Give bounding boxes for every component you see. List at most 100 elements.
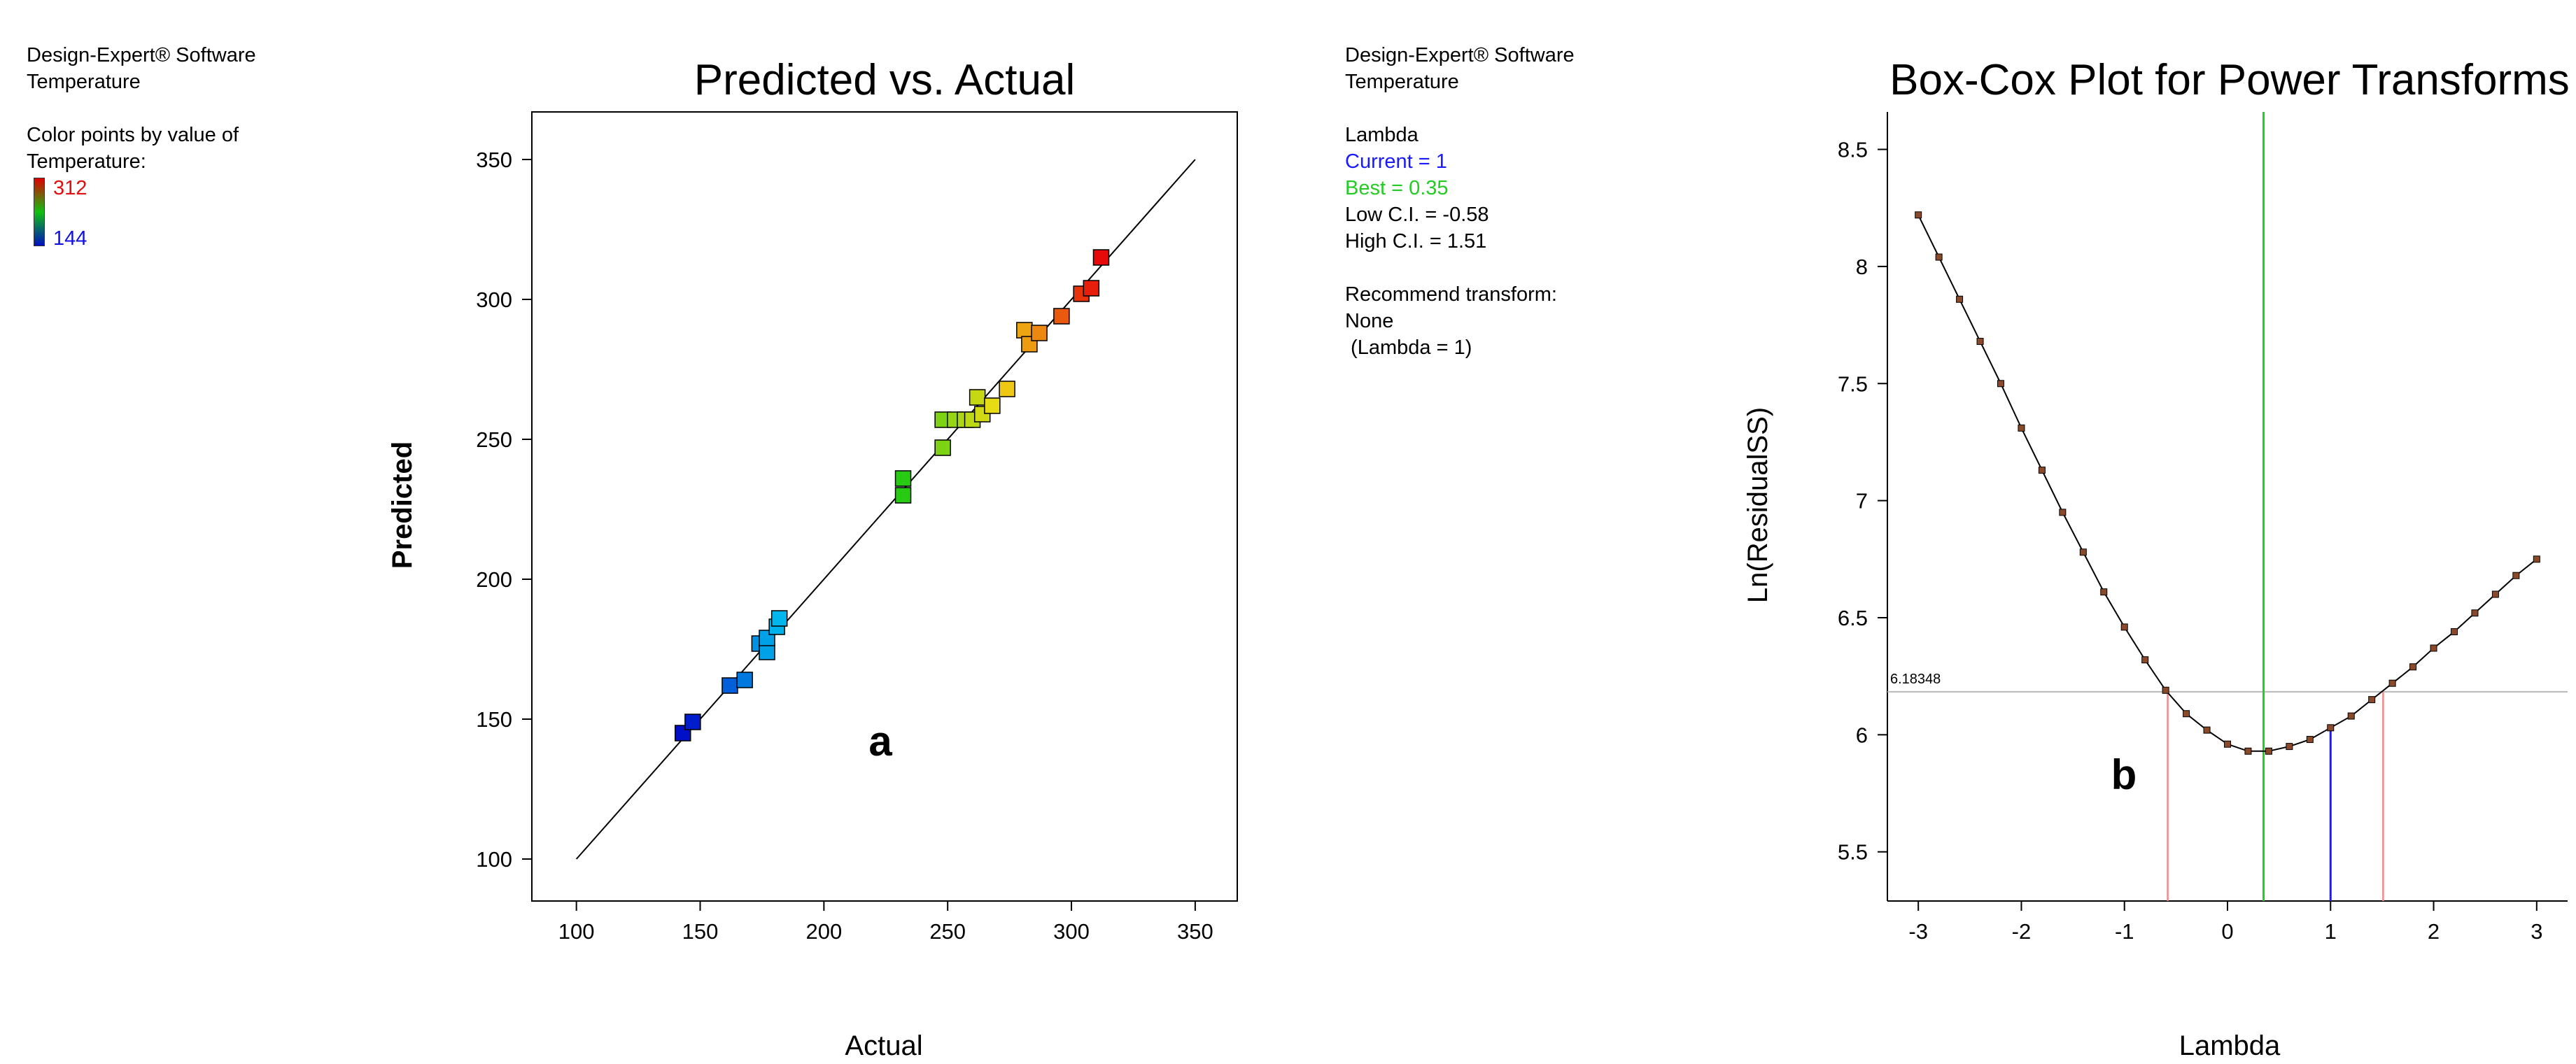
y-tick-label: 7 (1856, 489, 1868, 513)
curve-point (2100, 588, 2108, 596)
curve-point (2038, 467, 2046, 474)
curve-point (2141, 656, 2149, 664)
curve-point (2059, 509, 2067, 516)
data-point (1031, 325, 1048, 341)
y-tick-label: 6.5 (1838, 606, 1868, 630)
x-tick-label: 200 (805, 919, 842, 944)
curve-point (2306, 736, 2314, 744)
x-tick-label: -3 (1908, 919, 1928, 944)
data-point (984, 397, 1001, 414)
data-point (1083, 280, 1100, 297)
data-point (770, 610, 788, 627)
curve-point (2183, 710, 2190, 718)
curve-point (2162, 686, 2169, 694)
left-info-panel: Design-Expert® Software Temperature Colo… (27, 42, 256, 250)
box-cox-chart: Box-Cox Plot for Power Transforms -3 -2 -1 0… (1743, 56, 2570, 1061)
curve-point (2409, 663, 2417, 671)
recommend-lambda: (Lambda = 1) (1345, 336, 1472, 359)
curve-point (2244, 747, 2252, 755)
legend-max-value: 312 (53, 177, 87, 199)
recommend-heading: Recommend transform: (1345, 283, 1557, 306)
curve-point (2451, 628, 2458, 636)
curve-point (2368, 696, 2376, 704)
plot-frame (531, 111, 1238, 902)
color-gradient-bar (34, 178, 45, 246)
chart-title: Box-Cox Plot for Power Transforms (1889, 56, 2570, 104)
curve-point (1935, 253, 1943, 261)
data-point (1053, 308, 1070, 325)
lambda-high-ci-text: High C.I. = 1.51 (1345, 230, 1487, 253)
x-tick-label: 2 (2428, 919, 2440, 944)
lambda-low-ci-text: Low C.I. = -0.58 (1345, 204, 1489, 226)
curve-point (2347, 712, 2355, 720)
lambda-heading: Lambda (1345, 124, 1419, 146)
data-point (969, 389, 986, 406)
curve-point (2120, 623, 2128, 631)
data-point (1092, 249, 1110, 266)
panel-label: a (868, 718, 892, 765)
y-tick-label: 6 (1856, 723, 1868, 747)
lambda-best-text: Best = 0.35 (1345, 177, 1449, 199)
curve-point (2327, 724, 2335, 732)
x-tick-label: 350 (1177, 919, 1213, 944)
curve-point (2203, 726, 2211, 734)
color-caption-response: Temperature: (27, 150, 146, 173)
y-tick-label: 250 (476, 427, 512, 452)
curve-point (2224, 740, 2231, 748)
curve-point (2018, 424, 2025, 432)
data-point (894, 487, 912, 504)
y-tick-label: 300 (476, 288, 512, 312)
curve-point (2265, 747, 2272, 755)
x-tick-label: 3 (2531, 919, 2542, 944)
x-tick-label: 250 (929, 919, 966, 944)
x-tick-label: 100 (558, 919, 595, 944)
chart-title: Predicted vs. Actual (694, 56, 1076, 104)
curve-point (2430, 644, 2437, 652)
x-axis-label: Lambda (2179, 1030, 2281, 1061)
curve-point (2388, 679, 2396, 687)
curve-point (2286, 743, 2293, 751)
curve-point (2491, 590, 2499, 598)
data-point (1016, 322, 1033, 339)
curve-point (1997, 380, 2004, 388)
data-point (736, 672, 753, 688)
x-tick-label: 300 (1053, 919, 1090, 944)
color-legend: 312 144 (27, 175, 256, 250)
curve-point (2471, 609, 2479, 617)
data-point (684, 714, 701, 730)
color-caption: Color points by value of (27, 124, 239, 146)
reference-line (575, 159, 1196, 860)
x-tick-label: -1 (2115, 919, 2134, 944)
recommend-value: None (1345, 310, 1394, 332)
lambda-current-text: Current = 1 (1345, 150, 1447, 173)
data-point (999, 381, 1015, 397)
y-tick-label: 5.5 (1838, 840, 1868, 865)
software-label: Design-Expert® Software (27, 44, 256, 66)
y-tick-label: 100 (476, 847, 512, 872)
data-point (934, 439, 951, 456)
y-axis-label: Ln(ResidualSS) (1743, 407, 1773, 603)
y-tick-label: 8 (1856, 255, 1868, 279)
predicted-vs-actual-chart: Predicted vs. Actual 100 150 200 250 300 350 10… (387, 56, 1238, 1061)
y-tick-label: 150 (476, 707, 512, 732)
y-tick-label: 350 (476, 148, 512, 172)
software-label: Design-Expert® Software (1345, 44, 1575, 66)
response-label: Temperature (1345, 71, 1459, 93)
curve-point (2533, 555, 2540, 563)
y-tick-label: 8.5 (1838, 138, 1868, 162)
response-label: Temperature (27, 71, 141, 93)
x-tick-label: 1 (2325, 919, 2337, 944)
x-tick-label: 150 (682, 919, 719, 944)
y-tick-label: 200 (476, 567, 512, 592)
right-info-panel: Design-Expert® Software Temperature Lamb… (1345, 42, 1575, 361)
curve-point (1976, 338, 1984, 346)
legend-min-value: 144 (53, 227, 87, 250)
x-axis-label: Actual (845, 1030, 922, 1061)
curve-point (2512, 572, 2520, 579)
data-point (894, 470, 912, 487)
curve-point (2079, 548, 2087, 556)
data-point (722, 677, 738, 694)
x-tick-label: -2 (2012, 919, 2032, 944)
curve-point (1915, 211, 1922, 219)
